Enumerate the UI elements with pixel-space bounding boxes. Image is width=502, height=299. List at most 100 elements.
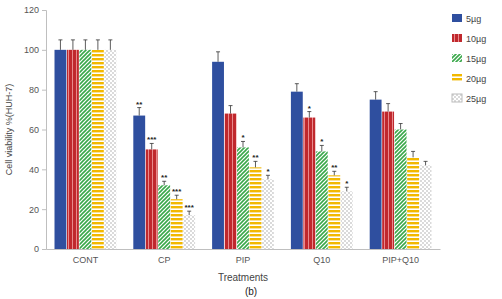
error-cap [424, 161, 428, 162]
error-stem [296, 84, 297, 92]
x-tick-label: CP [158, 255, 171, 265]
y-tick-label: 80 [29, 85, 39, 95]
plot: 020406080100120CONTCPPIPQ10PIP+Q10******… [24, 5, 441, 265]
error-stem [85, 40, 86, 50]
error-stem [388, 104, 389, 112]
y-tick-mark [42, 169, 46, 170]
error-cap [83, 39, 87, 40]
significance: * [308, 104, 312, 113]
legend-label: 10µg [466, 34, 486, 44]
error-cap [71, 39, 75, 40]
x-tick: CP [158, 249, 171, 265]
legend-label: 25µg [466, 94, 486, 104]
y-tick: 20 [29, 205, 46, 215]
x-tick-label: Q10 [313, 255, 330, 265]
bar [183, 215, 195, 249]
error-cap [411, 151, 415, 152]
significance: * [266, 167, 270, 176]
bar [158, 185, 170, 249]
error-cap [108, 39, 112, 40]
significance: * [345, 179, 349, 188]
series [55, 40, 382, 249]
error-cap [58, 39, 62, 40]
significance: *** [172, 187, 182, 196]
error-bar [83, 40, 87, 50]
bar [303, 118, 315, 249]
significance: ** [161, 173, 168, 182]
bar [237, 147, 249, 249]
significance: ** [331, 163, 338, 172]
y-tick-label: 20 [29, 205, 39, 215]
y-tick-mark [42, 50, 46, 51]
bar [171, 199, 183, 249]
bar [104, 50, 116, 249]
legend-label: 15µg [466, 54, 486, 64]
legend-swatch [452, 54, 462, 62]
bar [395, 130, 407, 250]
error-bar [386, 104, 390, 112]
error-stem [230, 106, 231, 114]
series [92, 40, 419, 249]
error-stem [60, 40, 61, 50]
bar [316, 151, 328, 249]
bar [133, 116, 145, 249]
error-stem [218, 52, 219, 62]
error-bar [424, 161, 428, 165]
x-tick-label: CONT [73, 255, 99, 265]
bar [407, 157, 419, 249]
y-tick-mark [42, 249, 46, 250]
error-bar [108, 40, 112, 50]
error-bar [229, 106, 233, 114]
bar [92, 50, 104, 249]
x-axis-line [47, 249, 441, 250]
bar [341, 191, 353, 249]
bar [146, 149, 158, 249]
y-tick: 40 [29, 165, 46, 175]
legend-item: 15µg [452, 54, 486, 64]
legend: 5µg 10µg 15µg 20µg 25µg [452, 14, 486, 104]
bar [291, 92, 303, 249]
legend-item: 20µg [452, 74, 486, 84]
y-axis-title: Cell viability %(HUH-7) [4, 84, 14, 176]
y-tick: 0 [34, 244, 46, 254]
significance: * [320, 137, 324, 146]
legend-swatch [452, 94, 462, 102]
marks [55, 40, 432, 249]
y-axis: 020406080100120 [24, 5, 47, 254]
annotations: ********************** [136, 100, 349, 213]
y-tick-mark [42, 10, 46, 11]
error-cap [374, 91, 378, 92]
bar [420, 165, 432, 249]
error-cap [399, 123, 403, 124]
error-cap [96, 39, 100, 40]
series [104, 40, 431, 249]
significance: ** [136, 100, 143, 109]
legend-swatch [452, 74, 462, 82]
error-stem [139, 108, 140, 116]
error-cap [216, 51, 220, 52]
y-tick: 120 [24, 5, 46, 15]
x-tick: Q10 [313, 249, 330, 265]
significance: *** [184, 203, 194, 212]
x-axis: CONTCPPIPQ10PIP+Q10 [47, 249, 441, 265]
error-stem [110, 40, 111, 50]
error-bar [96, 40, 100, 50]
bar [67, 50, 79, 249]
y-tick-mark [42, 90, 46, 91]
y-tick-label: 40 [29, 165, 39, 175]
y-tick-label: 100 [24, 45, 39, 55]
error-bar [411, 151, 415, 157]
legend-item: 10µg [452, 34, 486, 44]
bar [55, 50, 67, 249]
bar [382, 112, 394, 249]
error-bar [71, 40, 75, 50]
error-bar [295, 84, 299, 92]
legend-item: 5µg [452, 14, 481, 24]
legend-label: 5µg [466, 14, 481, 24]
error-stem [375, 92, 376, 100]
y-tick-label: 120 [24, 5, 39, 15]
y-tick-mark [42, 130, 46, 131]
series [67, 40, 394, 249]
bar [225, 114, 237, 249]
bar [262, 179, 274, 249]
